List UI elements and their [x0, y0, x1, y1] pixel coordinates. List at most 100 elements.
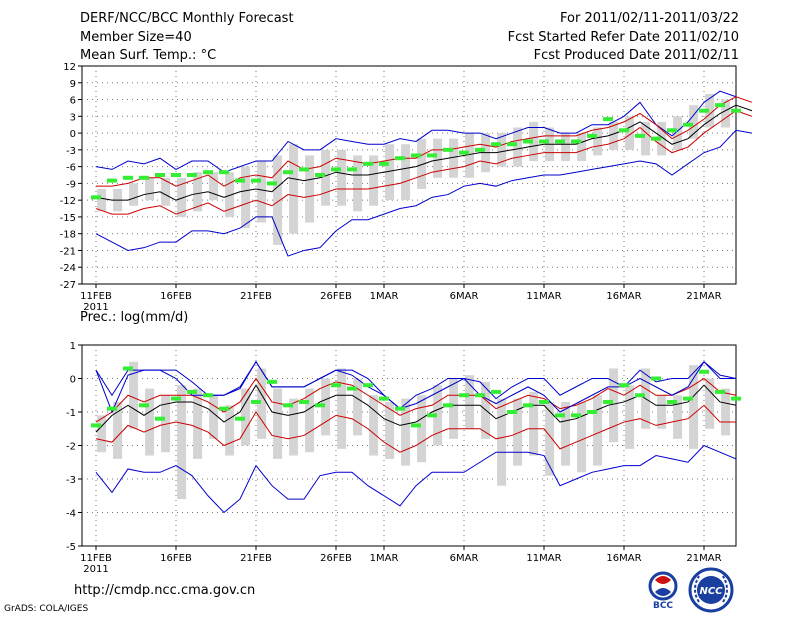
- produced-date-label: Fcst Produced Date 2011/02/11: [533, 48, 739, 63]
- spread-bar: [625, 385, 635, 449]
- spread-bar: [449, 378, 459, 439]
- observed-marker: [683, 122, 693, 127]
- spread-bar: [497, 133, 507, 167]
- series-line: [95, 404, 736, 453]
- spread-bar: [385, 401, 395, 459]
- spread-bar: [225, 172, 235, 217]
- spread-bar: [225, 405, 235, 456]
- observed-marker: [603, 399, 613, 404]
- observed-marker: [299, 399, 309, 404]
- observed-marker: [235, 416, 245, 421]
- spread-bar: [337, 149, 347, 206]
- spread-bar: [625, 116, 635, 150]
- observed-marker: [395, 406, 405, 411]
- observed-marker: [523, 139, 533, 144]
- spread-bar: [193, 172, 203, 212]
- observed-marker: [331, 383, 341, 388]
- x-tick-label: 11FEB: [80, 553, 112, 564]
- spread-bar: [577, 133, 587, 162]
- observed-marker: [219, 170, 229, 175]
- observed-marker: [203, 393, 213, 398]
- series-line: [95, 377, 737, 423]
- spread-bar: [129, 183, 139, 206]
- observed-marker: [507, 410, 517, 414]
- variable-label: Mean Surf. Temp.: °C: [80, 48, 217, 63]
- source-url[interactable]: http://cmdp.ncc.cma.gov.cn: [74, 583, 256, 598]
- observed-marker: [155, 416, 165, 421]
- observed-marker: [523, 403, 533, 408]
- observed-marker: [379, 161, 389, 166]
- observed-marker: [123, 175, 133, 180]
- forecast-period: For 2011/02/11-2011/03/22: [560, 11, 739, 26]
- spread-bar: [465, 375, 475, 429]
- observed-marker: [555, 139, 565, 144]
- observed-marker: [219, 406, 229, 411]
- observed-marker: [635, 393, 645, 398]
- observed-marker: [619, 128, 629, 133]
- observed-marker: [699, 369, 709, 374]
- spread-bar: [673, 395, 683, 439]
- spread-bar: [689, 365, 699, 449]
- series-line: [95, 90, 737, 173]
- observed-marker: [507, 142, 517, 147]
- x-tick-label: 26FEB: [320, 553, 352, 564]
- x-tick-label: 21MAR: [686, 553, 721, 564]
- observed-marker: [347, 386, 357, 391]
- series-line: [95, 110, 753, 215]
- spread-bar: [609, 121, 619, 150]
- observed-marker: [491, 389, 501, 394]
- y-tick-label: 0: [70, 375, 76, 386]
- observed-marker: [539, 139, 549, 144]
- observed-marker: [411, 153, 421, 158]
- spread-bar: [417, 138, 427, 189]
- observed-marker: [267, 379, 277, 384]
- x-tick-label: 11FEB: [80, 291, 112, 302]
- observed-marker: [475, 393, 485, 398]
- spread-bar: [145, 177, 155, 201]
- x-tick-label: 6MAR: [450, 291, 479, 302]
- spread-bar: [145, 388, 155, 456]
- x-tick-label: 1MAR: [370, 553, 399, 564]
- observed-marker: [123, 366, 133, 371]
- spread-bar: [241, 388, 251, 446]
- spread-bar: [177, 177, 187, 217]
- observed-marker: [715, 103, 725, 108]
- observed-marker: [91, 423, 101, 428]
- y-tick-label: -27: [60, 280, 76, 291]
- spread-bar: [529, 121, 539, 162]
- observed-marker: [155, 173, 165, 177]
- spread-bar: [321, 149, 331, 206]
- observed-marker: [635, 133, 645, 138]
- observed-marker: [619, 383, 629, 388]
- y-tick-label: -21: [60, 246, 76, 257]
- spread-bar: [321, 378, 331, 436]
- x-tick-label: 6MAR: [450, 553, 479, 564]
- observed-marker: [315, 403, 325, 408]
- series-line: [95, 129, 753, 257]
- observed-marker: [683, 396, 693, 401]
- spread-bar: [449, 138, 459, 178]
- y-tick-label: 1: [70, 341, 76, 352]
- y-tick-label: -5: [66, 542, 76, 553]
- ncc-logo: NCC: [688, 567, 734, 613]
- spread-bar: [593, 127, 603, 156]
- y-tick-label: 9: [70, 79, 76, 90]
- spread-bar: [721, 388, 731, 436]
- y-tick-label: 3: [70, 112, 76, 123]
- x-tick-label: 16MAR: [606, 291, 641, 302]
- observed-marker: [539, 399, 549, 404]
- observed-marker: [731, 396, 741, 401]
- spread-bar: [289, 398, 299, 456]
- spread-bar: [289, 144, 299, 234]
- spread-bar: [113, 401, 123, 459]
- observed-marker: [427, 413, 437, 418]
- observed-marker: [187, 389, 197, 394]
- spread-bar: [273, 388, 283, 459]
- spread-bar: [257, 161, 267, 223]
- spread-bar: [385, 144, 395, 201]
- series-line: [95, 360, 736, 414]
- observed-marker: [107, 406, 117, 411]
- observed-marker: [251, 178, 261, 183]
